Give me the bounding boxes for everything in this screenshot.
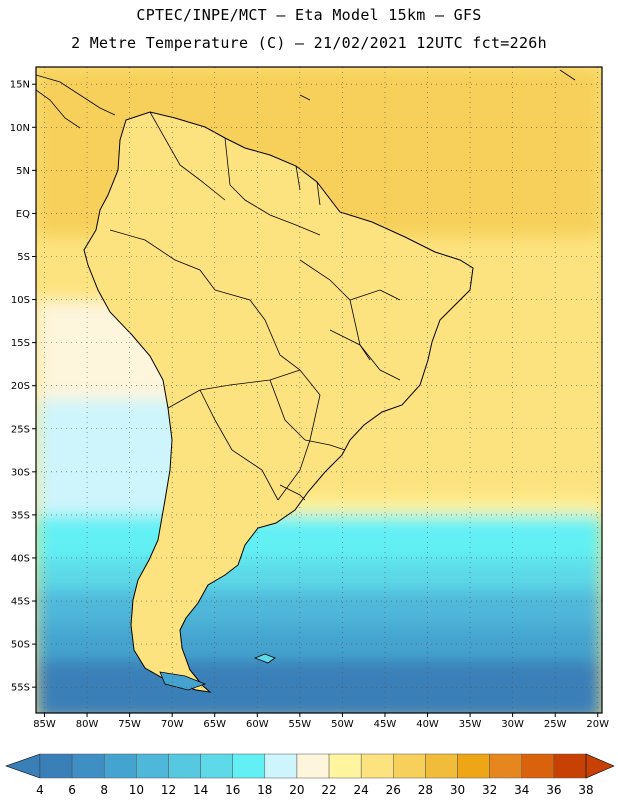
lat-label: EQ <box>16 209 30 220</box>
colorbar-swatch <box>296 753 330 779</box>
colorbar-swatch <box>168 753 201 779</box>
colorbar-label: 8 <box>100 783 108 797</box>
lat-label: 5S <box>17 252 30 263</box>
lat-label: 45S <box>11 597 30 608</box>
colorbar-swatch <box>264 753 298 779</box>
lat-label: 50S <box>11 640 30 651</box>
lat-label: 30S <box>11 467 30 478</box>
colorbar-label: 38 <box>578 783 593 797</box>
lat-label: 40S <box>11 553 30 564</box>
colorbar-swatch <box>232 753 266 779</box>
lat-label: 15S <box>11 338 30 349</box>
colorbar-swatch <box>200 753 233 779</box>
lat-label: 20S <box>11 381 30 392</box>
colorbar-swatch <box>360 753 394 779</box>
lon-label: 60W <box>246 719 269 730</box>
colorbar-label: 36 <box>546 783 561 797</box>
lon-label: 55W <box>289 719 312 730</box>
lon-label: 20W <box>586 719 609 730</box>
colorbar-swatch <box>71 753 105 779</box>
colorbar-label: 26 <box>386 783 401 797</box>
colorbar-label: 32 <box>482 783 497 797</box>
colorbar-high-arrow <box>585 753 615 779</box>
colorbar-label: 10 <box>129 783 144 797</box>
lat-label: 55S <box>11 683 30 694</box>
colorbar-low-arrow <box>5 753 41 779</box>
colorbar-swatch <box>553 753 587 779</box>
lon-label: 50W <box>331 719 354 730</box>
colorbar-swatch <box>457 753 490 779</box>
map-title-line1: CPTEC/INPE/MCT – Eta Model 15km – GFS <box>136 6 482 24</box>
colorbar-label: 16 <box>225 783 240 797</box>
caribbean-coast <box>36 69 576 129</box>
lat-label: 15N <box>10 80 30 91</box>
colorbar-label: 18 <box>257 783 272 797</box>
colorbar-swatch <box>393 753 426 779</box>
map-frame <box>35 66 603 714</box>
colorbar-swatch <box>136 753 169 779</box>
lat-label: 35S <box>11 510 30 521</box>
lon-label: 75W <box>118 719 141 730</box>
map-title-line2: 2 Metre Temperature (C) – 21/02/2021 12U… <box>71 34 547 52</box>
temperature-field <box>36 67 602 713</box>
lon-label: 40W <box>416 719 439 730</box>
colorbar-swatch <box>39 753 73 779</box>
lon-label: 30W <box>501 719 524 730</box>
lon-label: 45W <box>374 719 397 730</box>
lon-label: 65W <box>203 719 226 730</box>
lat-label: 10S <box>11 295 30 306</box>
colorbar-label: 4 <box>36 783 44 797</box>
colorbar-swatch <box>425 753 458 779</box>
lon-label: 25W <box>544 719 567 730</box>
colorbar-label: 20 <box>289 783 304 797</box>
lon-label: 80W <box>76 719 99 730</box>
colorbar-label: 34 <box>514 783 529 797</box>
lon-label: 35W <box>459 719 482 730</box>
colorbar-label: 22 <box>321 783 336 797</box>
colorbar-label: 12 <box>161 783 176 797</box>
lon-label: 85W <box>33 719 56 730</box>
lat-label: 25S <box>11 424 30 435</box>
lat-label: 5N <box>16 166 30 177</box>
colorbar-swatch <box>521 753 555 779</box>
temperature-colorbar: 4 6 8 10 12 14 16 18 20 22 24 26 28 30 32 34 36 38 <box>5 753 615 797</box>
colorbar-label: 14 <box>193 783 208 797</box>
lon-label: 70W <box>161 719 184 730</box>
lat-label: 10N <box>10 123 30 134</box>
country-borders <box>109 111 401 501</box>
latitude-labels: 15N 10N 5N EQ 5S 10S 15S 20S 25S 30S 35S 40S 45S 50S 5… <box>10 80 36 694</box>
colorbar-swatch <box>489 753 523 779</box>
colorbar-swatch <box>103 753 137 779</box>
longitude-labels: 85W 80W 75W 70W 65W 60W 55W 50W 45W 40W 35W 30W 25W 2… <box>33 713 609 730</box>
colorbar-label: 24 <box>354 783 369 797</box>
colorbar-label: 6 <box>68 783 76 797</box>
falkland-islands <box>253 653 276 664</box>
colorbar-label: 28 <box>418 783 433 797</box>
colorbar-label: 30 <box>450 783 465 797</box>
colorbar-swatch <box>328 753 362 779</box>
